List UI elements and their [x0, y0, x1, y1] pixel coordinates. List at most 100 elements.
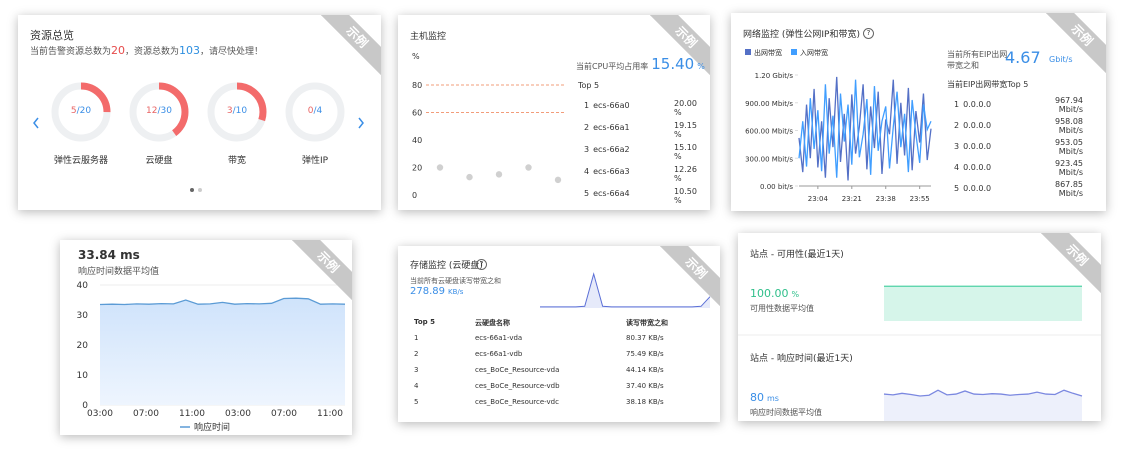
donut-label: 0/4 [285, 106, 345, 116]
avg-label: 当前CPU平均占用率 [576, 62, 649, 71]
rank: 5 [954, 184, 960, 193]
series-line [798, 79, 932, 178]
donut-arc [129, 82, 189, 142]
legend-swatch [791, 49, 797, 55]
y-tick-label: 10 [77, 371, 89, 381]
top-value: 923.45 Mbit/s [1055, 159, 1083, 177]
site-card: 示例 站点 - 可用性(最近1天) 100.00% 可用性数据平均值 站点 - 响应时间… [738, 233, 1101, 421]
top-row: 3 ecs-66a2 [584, 145, 630, 154]
sample-badge: 示例 [321, 15, 381, 75]
ip: 0.0.0.0 [963, 142, 992, 151]
table-cell: ces_BoCe_Resource-vda [475, 366, 560, 374]
table-cell: 1 [414, 334, 419, 342]
donut-arc [51, 82, 111, 142]
top-row: 2 ecs-66a1 [584, 123, 630, 132]
avg-unit: % [697, 62, 705, 71]
used-count: 0 [307, 106, 314, 116]
sum-unit: KB/s [448, 288, 464, 296]
top-value: 15.10 % [674, 143, 697, 161]
table-header: 读写带宽之和 [626, 319, 668, 327]
y-tick-label: 80 [412, 81, 422, 90]
top-value: 953.05 Mbit/s [1055, 138, 1083, 156]
rank: 1 [584, 101, 590, 110]
summary-text: ，请尽快处理！ [200, 47, 264, 57]
x-tick-label: 07:00 [271, 409, 297, 419]
resource-card: 示例 资源总览 当前告警资源总数为20，资源总数为103，请尽快处理！ 5/20 弹性云… [18, 15, 381, 210]
y-tick-label: 60 [412, 109, 422, 118]
sample-badge: 示例 [660, 246, 720, 306]
avg-unit: % [791, 290, 800, 299]
page-dot [190, 188, 194, 192]
y-tick-label: 600.00 Mbit/s [745, 128, 793, 136]
rank: 2 [954, 121, 960, 130]
x-tick-label: 11:00 [317, 409, 343, 419]
data-point [436, 164, 444, 171]
legend-label: 出网带宽 [754, 48, 782, 57]
section-title: 站点 - 可用性(最近1天) [750, 250, 844, 260]
card-title: 主机监控 [410, 32, 447, 42]
y-tick-label: 900.00 Mbit/s [745, 100, 793, 108]
sample-ribbon: 示例 [660, 246, 720, 306]
series-line [99, 297, 346, 306]
top-title: Top 5 [578, 81, 600, 90]
x-tick-label: 07:00 [133, 409, 159, 419]
table-cell: 44.14 KB/s [626, 366, 664, 374]
rank: 1 [954, 100, 960, 109]
series-area [100, 298, 345, 405]
sample-badge: 示例 [292, 240, 352, 300]
top-row: 3 0.0.0.0 [954, 142, 991, 151]
card-title: 存储监控 (云硬盘) [410, 261, 483, 271]
x-tick-label: 03:00 [225, 409, 251, 419]
sum-unit: Gbit/s [1049, 55, 1073, 64]
table-cell: 38.18 KB/s [626, 398, 664, 406]
rank: 2 [584, 123, 590, 132]
x-tick-label: 23:21 [842, 195, 862, 203]
item-name: 弹性云服务器 [53, 156, 108, 166]
top-row: 4 0.0.0.0 [954, 163, 991, 172]
network-card: 出网带宽 入网带宽 0.00 bit/s 300.00 Mbit/s 600.00 Mb… [731, 13, 1106, 211]
table-cell: 2 [414, 350, 419, 358]
storage-card: 示例 存储监控 (云硬盘)? 当前所有云硬盘读写带宽之和 278.89 KB/s Top … [398, 246, 720, 422]
chart-layer [33, 82, 364, 192]
avg-value: 15.40 [651, 55, 695, 73]
y-tick-label: 20 [77, 341, 89, 351]
table-cell: 5 [414, 398, 419, 406]
chart-layer: 0 10 20 30 40 03:00 07:00 11:00 03:00 07:00 11:00 响… [77, 281, 346, 433]
rank: 3 [584, 145, 590, 154]
chart-layer [540, 272, 711, 308]
y-tick-label: 1.20 Gbit/s [755, 72, 794, 80]
y-tick-label: 0 [82, 401, 88, 411]
table-cell: 4 [414, 382, 419, 390]
top-row: 5 0.0.0.0 [954, 184, 991, 193]
spark-area [884, 390, 1082, 421]
response-card: 0 10 20 30 40 03:00 07:00 11:00 03:00 07:00 11:00 响… [60, 240, 352, 435]
item-name: 弹性IP [301, 156, 329, 166]
host-name: ecs-66a0 [593, 101, 630, 110]
top-value: 958.08 Mbit/s [1055, 117, 1083, 135]
donut-track [285, 82, 345, 142]
table-header: 云硬盘名称 [475, 319, 510, 327]
avg-line: 100.00% [750, 287, 799, 300]
prev-arrow [33, 117, 39, 129]
card-title: 网络监控 (弹性公网IP和带宽) [743, 30, 860, 40]
top-value: 20.00 % [674, 99, 697, 117]
separator: / [76, 106, 80, 116]
avg-value: 80 [750, 391, 764, 404]
page-dot [198, 188, 202, 192]
card-title: 资源总览 [30, 29, 74, 42]
series-line [798, 76, 932, 181]
avg-label: 可用性数据平均值 [750, 304, 814, 313]
avg-value: 33.84 ms [78, 248, 140, 262]
chart-layer: 0 20 40 60 80 [412, 81, 566, 200]
sample-badge: 示例 [1046, 13, 1106, 73]
y-tick-label: 20 [412, 164, 422, 173]
used-count: 12 [146, 106, 158, 116]
sum-label: 当前所有EIP出网带宽之和 [947, 50, 1008, 70]
data-point [525, 164, 532, 171]
y-unit: % [412, 52, 420, 61]
ip: 0.0.0.0 [963, 163, 992, 172]
table-cell: 37.40 KB/s [626, 382, 664, 390]
y-tick-label: 300.00 Mbit/s [745, 155, 793, 163]
separator: / [157, 106, 161, 116]
